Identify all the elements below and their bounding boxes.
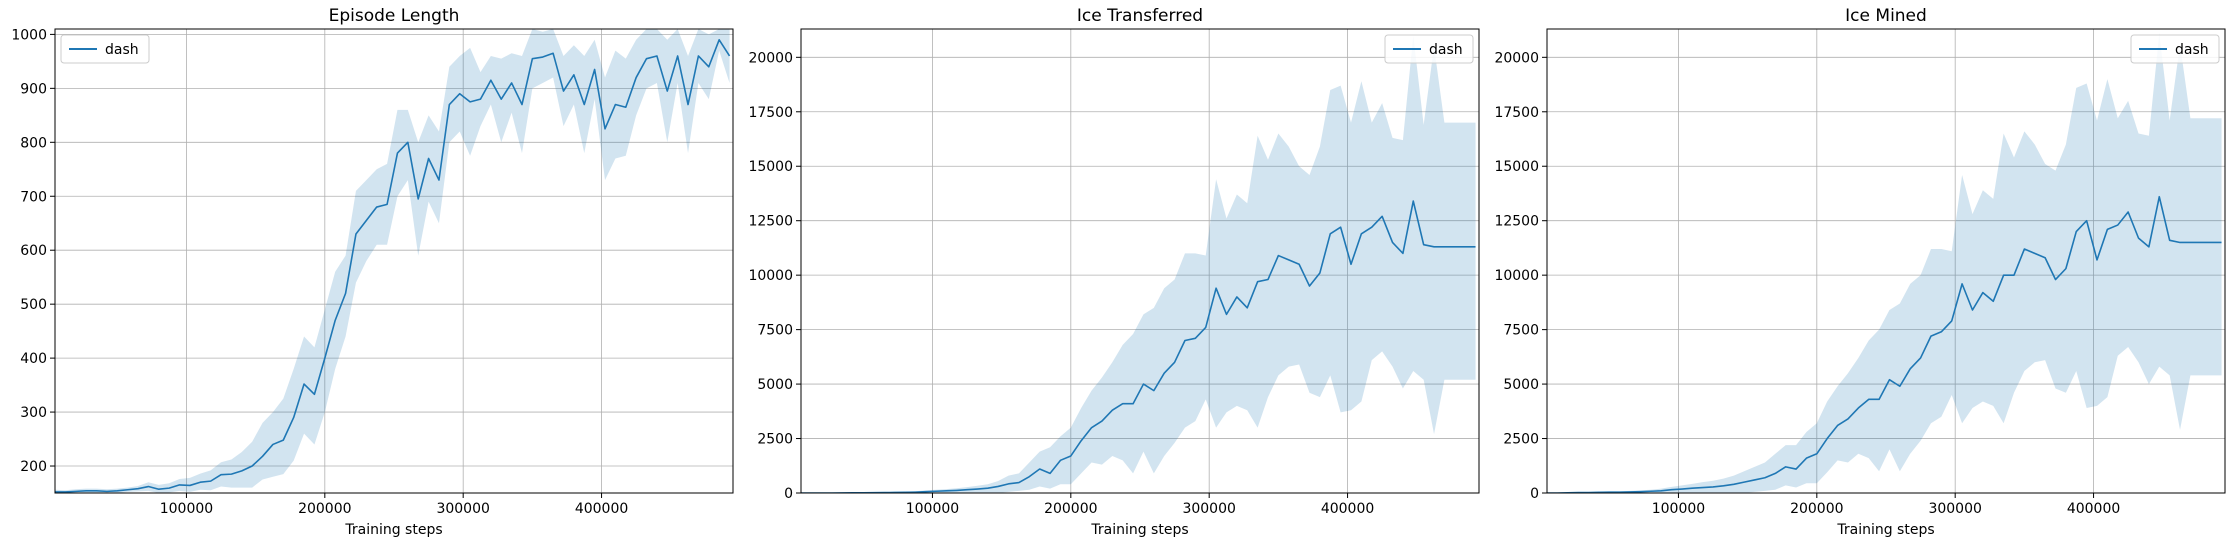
x-axis-label: Training steps [1090, 522, 1188, 538]
series-dash-line [801, 200, 1476, 493]
y-tick-label: 400 [20, 351, 47, 367]
x-tick-label: 200000 [1044, 501, 1097, 517]
series-group [801, 35, 1476, 493]
y-tick-label: 800 [20, 135, 47, 151]
legend-box [60, 34, 150, 64]
legend-label: dash [2175, 42, 2209, 58]
y-tick-label: 2500 [1503, 432, 1539, 448]
plot-area [801, 29, 1479, 493]
y-tick-label: 20000 [748, 50, 793, 66]
y-tick-label: 10000 [1494, 268, 1539, 284]
y-tick-label: 1000 [11, 27, 47, 43]
y-tick-label: 900 [20, 81, 47, 97]
axes-frame [800, 28, 1480, 494]
y-tick-label: 7500 [1503, 323, 1539, 339]
y-tick-label: 15000 [748, 159, 793, 175]
y-tick-label: 15000 [1494, 159, 1539, 175]
gridlines [55, 29, 733, 493]
y-tick-label: 10000 [748, 268, 793, 284]
x-tick-label: 300000 [1182, 501, 1235, 517]
legend-label: dash [1429, 42, 1463, 58]
y-tick-label: 200 [20, 459, 47, 475]
series-dash-line [55, 38, 731, 493]
chart-ice-mined: 100000 200000 300000 400000 0 2500 5000 7500 100… [1494, 6, 2226, 538]
chart-episode-length: 100000 200000 300000 400000 200 300 400 500 600 7… [11, 6, 734, 538]
y-tick-label: 2500 [757, 432, 793, 448]
axes-frame [54, 28, 734, 494]
x-axis-label: Training steps [344, 522, 442, 538]
x-tick-label: 100000 [906, 501, 959, 517]
x-axis-label: Training steps [1836, 522, 1934, 538]
y-tick-label: 0 [1530, 486, 1539, 502]
x-tick-label: 400000 [1321, 501, 1374, 517]
y-tick-label: 12500 [748, 214, 793, 230]
x-tick-label: 300000 [1928, 501, 1981, 517]
y-tick-label: 17500 [1494, 105, 1539, 121]
axes-frame [1546, 28, 2226, 494]
chart-title: Ice Transferred [1077, 6, 1203, 26]
x-tick-label: 400000 [2067, 501, 2120, 517]
y-tick-label: 17500 [748, 105, 793, 121]
x-tick-label: 100000 [160, 501, 213, 517]
y-tick-label: 700 [20, 189, 47, 205]
series-dash-band [1547, 33, 2222, 493]
chart-title: Episode Length [329, 6, 460, 26]
y-tick-label: 600 [20, 243, 47, 259]
y-tick-label: 20000 [1494, 50, 1539, 66]
legend: dash [1384, 34, 1474, 64]
legend-label: dash [105, 42, 139, 58]
y-tick-label: 0 [784, 486, 793, 502]
chart-title: Ice Mined [1845, 6, 1927, 26]
y-axis: 0 2500 5000 7500 10000 12500 15000 17500 20000 [1494, 50, 1547, 502]
x-tick-label: 200000 [298, 501, 351, 517]
legend-box [1384, 34, 1474, 64]
legend: dash [2130, 34, 2220, 64]
legend-box [2130, 34, 2220, 64]
y-tick-label: 12500 [1494, 214, 1539, 230]
x-axis: 100000 200000 300000 400000 [906, 493, 1374, 517]
x-tick-label: 200000 [1790, 501, 1843, 517]
y-tick-label: 5000 [1503, 377, 1539, 393]
series-dash-band [801, 35, 1476, 493]
y-axis: 200 300 400 500 600 700 800 900 1000 [11, 27, 55, 475]
y-tick-label: 5000 [757, 377, 793, 393]
y-tick-label: 500 [20, 297, 47, 313]
chart-ice-transferred: 100000 200000 300000 400000 0 2500 5000 7500 100… [748, 6, 1480, 538]
series-group [1547, 33, 2222, 493]
series-group [55, 29, 731, 493]
legend: dash [60, 34, 150, 64]
series-dash-line [1547, 195, 2222, 493]
y-axis: 0 2500 5000 7500 10000 12500 15000 17500 20000 [748, 50, 801, 502]
plot-area [1547, 29, 2225, 493]
x-tick-label: 300000 [436, 501, 489, 517]
y-tick-label: 7500 [757, 323, 793, 339]
x-tick-label: 100000 [1652, 501, 1705, 517]
x-axis: 100000 200000 300000 400000 [1652, 493, 2120, 517]
y-tick-label: 300 [20, 405, 47, 421]
x-axis: 100000 200000 300000 400000 [160, 493, 628, 517]
x-tick-label: 400000 [575, 501, 628, 517]
